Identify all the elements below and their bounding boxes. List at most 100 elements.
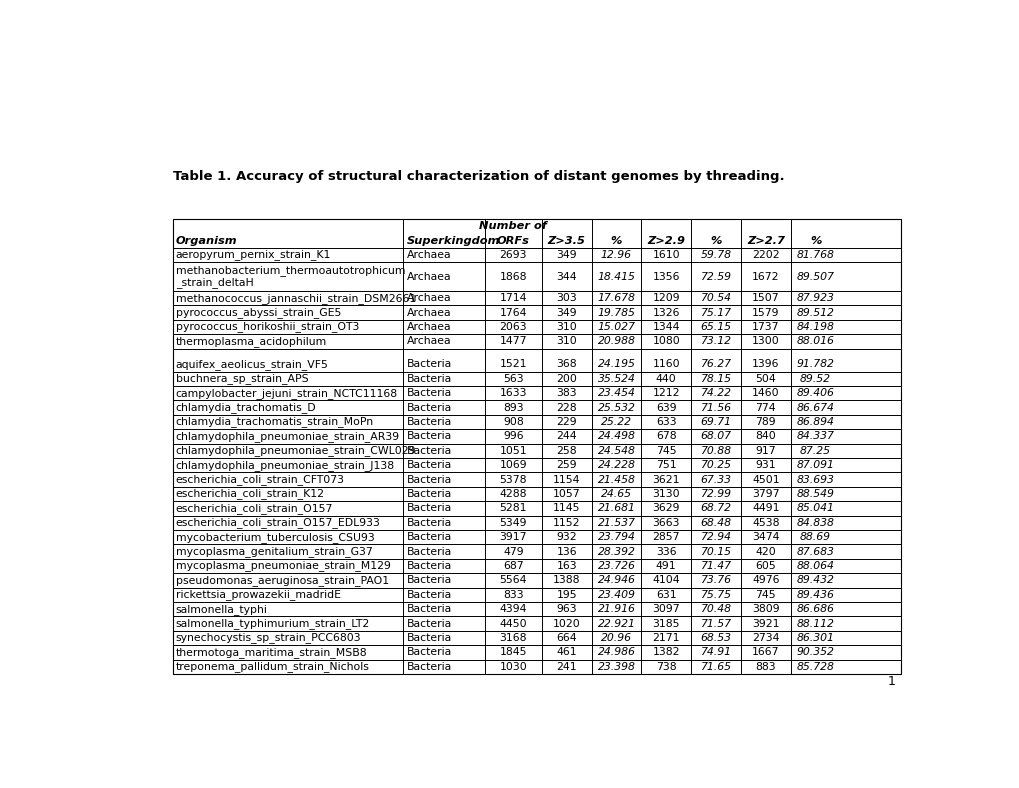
Text: 963: 963 (555, 604, 577, 614)
Text: 2857: 2857 (652, 532, 680, 542)
Text: mycoplasma_genitalium_strain_G37: mycoplasma_genitalium_strain_G37 (175, 546, 372, 557)
Text: 35.524: 35.524 (597, 374, 635, 384)
Text: Z>2.9: Z>2.9 (647, 236, 685, 246)
Text: 2171: 2171 (652, 633, 680, 643)
Text: 72.94: 72.94 (700, 532, 731, 542)
Text: chlamydia_trachomatis_strain_MoPn: chlamydia_trachomatis_strain_MoPn (175, 417, 374, 427)
Text: 4394: 4394 (499, 604, 527, 614)
Text: %: % (610, 236, 622, 246)
Text: 4104: 4104 (652, 575, 680, 585)
Text: 241: 241 (555, 662, 577, 672)
Text: 68.07: 68.07 (700, 431, 731, 441)
Text: 85.041: 85.041 (796, 504, 834, 514)
Text: 3921: 3921 (751, 619, 779, 629)
Text: 4450: 4450 (499, 619, 527, 629)
Text: 1610: 1610 (652, 250, 680, 260)
Text: 20.96: 20.96 (600, 633, 632, 643)
Text: 1069: 1069 (499, 460, 527, 470)
Text: 4288: 4288 (499, 489, 527, 499)
Text: 1460: 1460 (751, 388, 779, 398)
Text: 25.532: 25.532 (597, 403, 635, 413)
Text: 2734: 2734 (751, 633, 779, 643)
Text: chlamydia_trachomatis_D: chlamydia_trachomatis_D (175, 402, 316, 413)
Text: 70.25: 70.25 (700, 460, 731, 470)
Text: 383: 383 (555, 388, 577, 398)
Text: 5564: 5564 (499, 575, 527, 585)
Text: %: % (709, 236, 721, 246)
Text: 71.65: 71.65 (700, 662, 731, 672)
Text: 1737: 1737 (751, 322, 779, 332)
Text: Bacteria: Bacteria (407, 604, 451, 614)
Text: 310: 310 (555, 336, 577, 347)
Text: pseudomonas_aeruginosa_strain_PAO1: pseudomonas_aeruginosa_strain_PAO1 (175, 575, 388, 585)
Text: 24.946: 24.946 (597, 575, 635, 585)
Text: Bacteria: Bacteria (407, 575, 451, 585)
Text: 200: 200 (555, 374, 577, 384)
Text: 1868: 1868 (499, 272, 527, 281)
Text: 70.88: 70.88 (700, 446, 731, 455)
Text: 24.498: 24.498 (597, 431, 635, 441)
Text: 71.57: 71.57 (700, 619, 731, 629)
Text: 3130: 3130 (652, 489, 680, 499)
Text: 633: 633 (655, 417, 676, 427)
Text: 70.15: 70.15 (700, 547, 731, 556)
Text: 1764: 1764 (499, 307, 527, 318)
Text: 491: 491 (655, 561, 676, 571)
Text: 21.916: 21.916 (597, 604, 635, 614)
Text: 5378: 5378 (499, 474, 527, 485)
Text: 90.352: 90.352 (796, 648, 834, 657)
Text: Archaea: Archaea (407, 272, 450, 281)
Text: Bacteria: Bacteria (407, 589, 451, 600)
Text: escherichia_coli_strain_O157: escherichia_coli_strain_O157 (175, 503, 333, 514)
Text: 68.53: 68.53 (700, 633, 731, 643)
Text: 1209: 1209 (652, 293, 680, 303)
Text: 1344: 1344 (652, 322, 680, 332)
Text: 1521: 1521 (499, 359, 527, 370)
Text: Bacteria: Bacteria (407, 474, 451, 485)
Text: Superkingdom: Superkingdom (407, 236, 499, 246)
Text: 631: 631 (655, 589, 676, 600)
Text: 85.728: 85.728 (796, 662, 834, 672)
Text: 1145: 1145 (552, 504, 580, 514)
Text: 76.27: 76.27 (700, 359, 731, 370)
Text: 1326: 1326 (652, 307, 680, 318)
Text: aeropyrum_pernix_strain_K1: aeropyrum_pernix_strain_K1 (175, 250, 331, 260)
Text: 336: 336 (655, 547, 676, 556)
Text: thermoplasma_acidophilum: thermoplasma_acidophilum (175, 336, 327, 347)
Text: 1477: 1477 (499, 336, 527, 347)
Text: 3097: 3097 (652, 604, 680, 614)
Text: 74.22: 74.22 (700, 388, 731, 398)
Text: 3917: 3917 (499, 532, 527, 542)
Text: Z>2.7: Z>2.7 (746, 236, 784, 246)
Text: Z>3.5: Z>3.5 (547, 236, 585, 246)
Text: 908: 908 (502, 417, 523, 427)
Text: pyrococcus_abyssi_strain_GE5: pyrococcus_abyssi_strain_GE5 (175, 307, 340, 318)
Text: 1212: 1212 (652, 388, 680, 398)
Text: 25.22: 25.22 (600, 417, 632, 427)
Text: 349: 349 (555, 250, 577, 260)
Text: Archaea: Archaea (407, 293, 450, 303)
Text: 1154: 1154 (552, 474, 580, 485)
Text: 21.458: 21.458 (597, 474, 635, 485)
Text: Bacteria: Bacteria (407, 460, 451, 470)
Text: 5349: 5349 (499, 518, 527, 528)
Text: 17.678: 17.678 (597, 293, 635, 303)
Text: 88.549: 88.549 (796, 489, 834, 499)
Text: Bacteria: Bacteria (407, 532, 451, 542)
Text: 3621: 3621 (652, 474, 680, 485)
Text: 1152: 1152 (552, 518, 580, 528)
Text: methanobacterium_thermoautotrophicum: methanobacterium_thermoautotrophicum (175, 266, 405, 277)
Text: 368: 368 (555, 359, 577, 370)
Text: 23.726: 23.726 (597, 561, 635, 571)
Text: Archaea: Archaea (407, 307, 450, 318)
Text: 893: 893 (502, 403, 523, 413)
Text: 259: 259 (555, 460, 577, 470)
Text: 1356: 1356 (652, 272, 680, 281)
Text: 67.33: 67.33 (700, 474, 731, 485)
Text: 1672: 1672 (751, 272, 779, 281)
Text: Archaea: Archaea (407, 336, 450, 347)
Text: 83.693: 83.693 (796, 474, 834, 485)
Text: 1714: 1714 (499, 293, 527, 303)
Text: 18.415: 18.415 (597, 272, 635, 281)
Text: 932: 932 (555, 532, 577, 542)
